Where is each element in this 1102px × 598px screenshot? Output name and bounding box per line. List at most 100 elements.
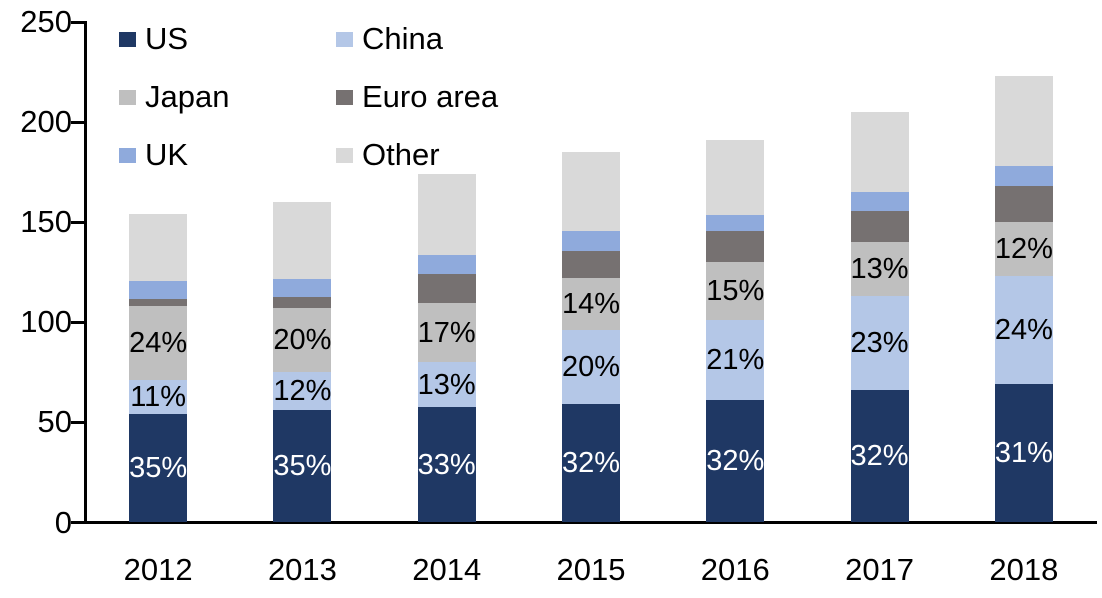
x-axis-line <box>84 521 1097 524</box>
segment-percent-label: 20% <box>561 351 621 384</box>
bar-segment-china <box>994 276 1053 385</box>
bar-segment-us <box>850 390 909 523</box>
segment-percent-label: 13% <box>850 253 909 286</box>
x-axis-label: 2018 <box>989 552 1059 587</box>
segment-percent-label: 23% <box>850 327 909 360</box>
x-axis-label: 2014 <box>412 552 482 587</box>
y-tick-mark <box>71 521 84 524</box>
segment-percent-label: 11% <box>130 381 187 414</box>
y-tick-label: 250 <box>20 4 72 39</box>
segment-percent-label: 24% <box>994 314 1053 347</box>
bar-segment-japan <box>129 306 188 381</box>
legend-item-china: China <box>336 21 498 57</box>
segment-percent-label: 17% <box>417 316 476 349</box>
y-tick-label: 200 <box>20 104 72 140</box>
bar-segment-china <box>706 320 765 401</box>
y-axis-line <box>84 21 87 524</box>
y-tick-mark <box>71 320 84 324</box>
segment-percent-label: 20% <box>273 324 332 357</box>
bar-segment-japan <box>706 262 765 321</box>
bar-segment-euro-area <box>706 231 765 263</box>
bar-segment-uk <box>562 231 620 252</box>
bar-segment-japan <box>994 222 1053 277</box>
legend-label: Japan <box>145 79 230 114</box>
segment-percent-label: 32% <box>561 447 621 480</box>
bar-segment-uk <box>706 215 765 232</box>
bar-segment-other <box>994 76 1053 167</box>
bar-segment-uk <box>129 281 188 300</box>
segment-percent-label: 32% <box>850 440 909 473</box>
bar-segment-japan <box>417 303 476 363</box>
y-tick-mark <box>71 420 84 424</box>
bar-segment-other <box>417 174 476 256</box>
bar-segment-euro-area <box>850 211 909 243</box>
x-axis-label: 2016 <box>700 552 770 587</box>
legend-label: Other <box>362 137 440 172</box>
bar-segment-other <box>129 214 188 282</box>
segment-percent-label: 15% <box>706 275 765 308</box>
bar-segment-us <box>417 407 476 523</box>
bar-segment-china <box>417 362 476 408</box>
bar-segment-other <box>273 202 332 280</box>
legend-swatch-icon <box>336 147 353 163</box>
bar-segment-us <box>129 414 188 523</box>
legend-swatch-icon <box>119 89 136 105</box>
y-tick-label: 150 <box>20 204 72 240</box>
segment-percent-label: 13% <box>417 368 476 401</box>
legend-label: Euro area <box>362 79 499 114</box>
legend-swatch-icon <box>336 31 353 47</box>
x-axis-label: 2017 <box>845 552 915 587</box>
legend-swatch-icon <box>336 89 353 105</box>
segment-percent-label: 35% <box>129 452 188 485</box>
bar-segment-uk <box>994 166 1053 187</box>
x-axis-label: 2013 <box>267 552 337 587</box>
bar-segment-uk <box>417 255 476 275</box>
legend-item-other: Other <box>336 137 498 173</box>
bar-segment-japan <box>273 308 332 373</box>
bar-segment-euro-area <box>273 297 332 309</box>
bar-segment-euro-area <box>417 274 476 304</box>
legend-label: China <box>362 21 443 56</box>
bar-segment-china <box>562 330 620 405</box>
bar-segment-japan <box>562 278 620 331</box>
segment-percent-label: 33% <box>417 448 476 481</box>
legend-item-us: US <box>119 21 336 57</box>
bar-segment-uk <box>273 279 332 298</box>
bar-segment-euro-area <box>129 299 188 307</box>
segment-percent-label: 12% <box>273 375 332 408</box>
segment-percent-label: 32% <box>706 445 765 478</box>
segment-percent-label: 14% <box>561 288 621 321</box>
bar-segment-uk <box>850 192 909 212</box>
x-axis-label: 2012 <box>123 552 193 587</box>
y-tick-label: 100 <box>20 304 72 340</box>
bar-segment-us <box>994 384 1053 523</box>
bar-segment-euro-area <box>994 186 1053 223</box>
bar-segment-us <box>273 410 332 523</box>
bar-segment-euro-area <box>562 251 620 279</box>
bar-segment-other <box>706 140 765 216</box>
legend-item-uk: UK <box>119 137 336 173</box>
y-tick-label: 50 <box>37 404 72 440</box>
bar-segment-japan <box>850 242 909 297</box>
segment-percent-label: 21% <box>706 344 765 377</box>
bar-segment-us <box>562 404 620 523</box>
legend-swatch-icon <box>119 31 136 47</box>
bar-segment-us <box>706 400 765 523</box>
bar-segment-china <box>273 372 332 411</box>
y-tick-mark <box>71 20 84 24</box>
bar-segment-china <box>850 296 909 391</box>
legend-label: UK <box>145 137 189 172</box>
bar-segment-other <box>562 152 620 232</box>
y-tick-label: 0 <box>54 504 72 540</box>
segment-percent-label: 31% <box>994 437 1053 470</box>
bar-segment-other <box>850 112 909 193</box>
legend: US China Japan Euro area UK Other <box>119 21 498 173</box>
legend-label: US <box>145 21 189 56</box>
x-axis-label: 2015 <box>556 552 626 587</box>
legend-item-euro-area: Euro area <box>336 79 498 115</box>
legend-item-japan: Japan <box>119 79 336 115</box>
segment-percent-label: 12% <box>994 233 1053 266</box>
legend-swatch-icon <box>119 147 136 163</box>
segment-percent-label: 24% <box>129 327 188 360</box>
